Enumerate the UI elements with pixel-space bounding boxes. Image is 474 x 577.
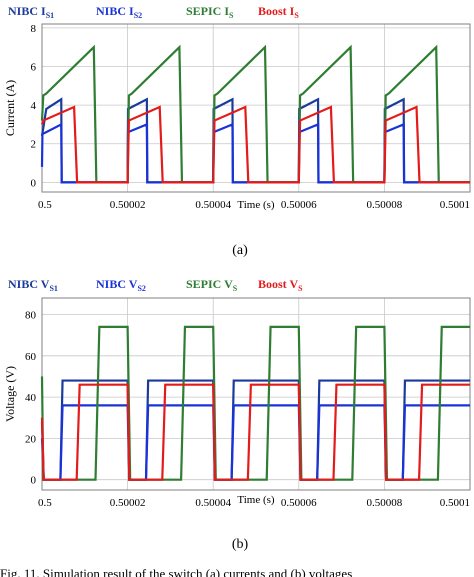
x-tick-label: 0.50004 [195,497,231,509]
series-line [40,379,470,481]
y-tick-label: 6 [31,61,37,73]
chart-panel-currents: NIBC IS1 NIBC IS2 SEPIC IS Boost IS 0.5 0.50… [3,4,471,258]
x-tick-labels: 0.5 0.50002 0.50004 0.50006 0.50008 0.5001 [38,497,470,509]
series-lines [40,44,470,184]
x-axis-label: Time (s) [237,199,275,211]
y-axis-label: Current (A) [3,80,17,136]
series-lines [40,325,470,481]
y-tick-label: 0 [31,475,37,487]
series-line [40,383,470,481]
panel-label: (b) [232,537,249,552]
panel-label: (a) [232,243,248,258]
x-tick-label: 0.5001 [440,497,470,509]
chart-panel-voltages: NIBC VS1 NIBC VS2 SEPIC VS Boost VS 0.5 0.50… [3,277,471,552]
legend-entry: NIBC IS1 [8,4,54,20]
series-line [40,105,470,184]
x-axis-label: Time (s) [237,494,275,506]
gridlines [41,24,471,192]
x-tick-label: 0.50006 [281,497,317,509]
legend: NIBC VS1 NIBC VS2 SEPIC VS Boost VS [8,277,303,293]
series-line [40,44,470,184]
y-tick-labels: 0 2 4 6 8 [31,23,37,189]
x-tick-label: 0.50002 [110,199,146,211]
figure-caption: Fig. 11. Simulation result of the switch… [0,566,352,577]
series-line [40,325,470,481]
plot-area-frame [41,23,471,193]
legend-entry: SEPIC IS [186,4,234,20]
y-tick-label: 0 [31,177,37,189]
y-tick-label: 60 [25,351,37,363]
legend: NIBC IS1 NIBC IS2 SEPIC IS Boost IS [8,4,299,20]
y-tick-labels: 0 20 40 60 80 [25,310,37,487]
legend-entry: NIBC VS1 [8,277,58,293]
x-tick-label: 0.50006 [281,199,317,211]
series-line [40,404,470,481]
y-tick-label: 2 [31,139,37,151]
legend-entry: SEPIC VS [186,277,238,293]
x-tick-label: 0.50008 [367,199,403,211]
y-tick-label: 20 [25,433,37,445]
legend-entry: Boost VS [258,277,303,293]
x-tick-label: 0.50004 [195,199,231,211]
series-line [40,122,470,184]
x-tick-label: 0.5 [38,497,52,509]
y-tick-label: 4 [31,100,37,112]
legend-entry: NIBC VS2 [96,277,146,293]
legend-entry: NIBC IS2 [96,4,142,20]
y-tick-label: 40 [25,392,37,404]
legend-entry: Boost IS [258,4,299,20]
x-tick-label: 0.50008 [367,497,403,509]
x-tick-label: 0.50002 [110,497,146,509]
y-axis-label: Voltage (V) [3,366,17,422]
y-tick-label: 80 [25,310,37,322]
x-tick-label: 0.5 [38,199,52,211]
y-tick-label: 8 [31,23,37,35]
x-tick-labels: 0.5 0.50002 0.50004 0.50006 0.50008 0.5001 [38,199,470,211]
x-tick-label: 0.5001 [440,199,470,211]
